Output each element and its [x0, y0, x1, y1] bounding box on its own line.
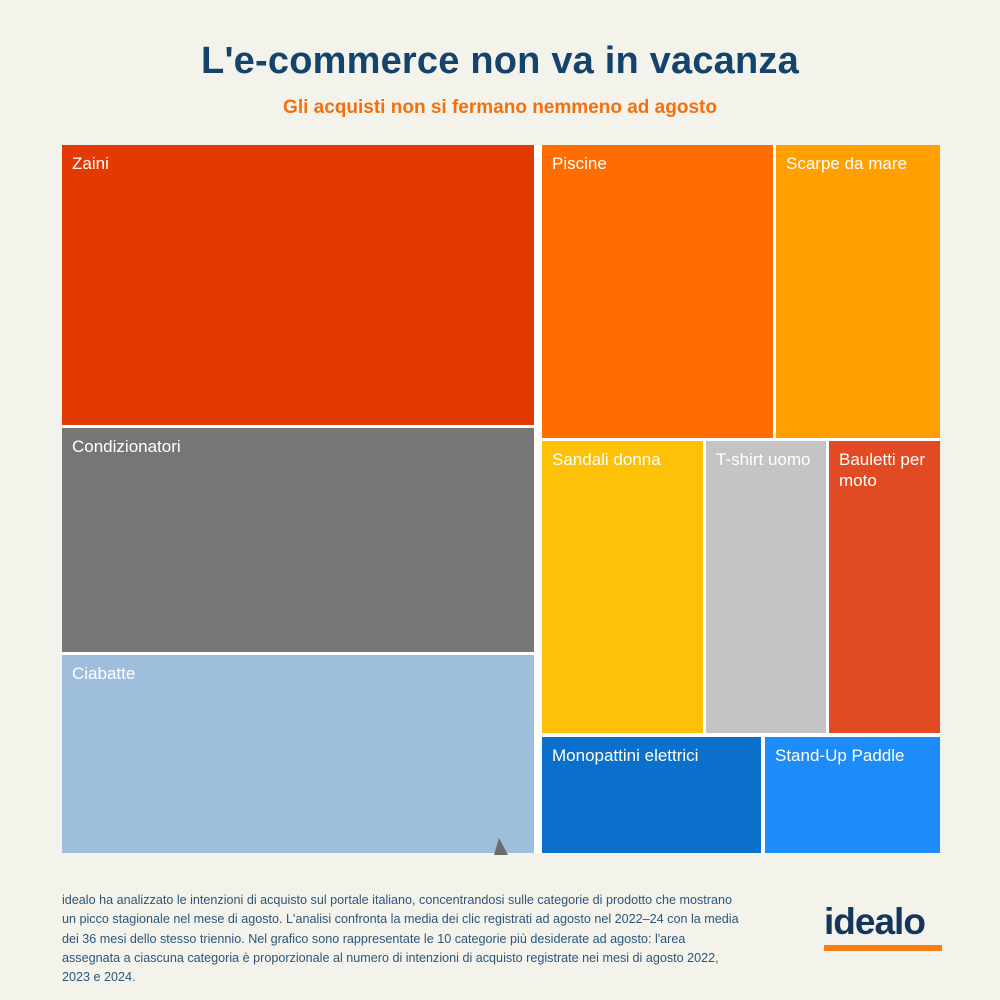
treemap-tile-piscine: Piscine [542, 145, 773, 438]
page-subtitle: Gli acquisti non si fermano nemmeno ad a… [283, 97, 717, 118]
treemap-tile-label: Stand-Up Paddle [775, 746, 905, 765]
idealo-logo-text: idealo [824, 901, 926, 942]
treemap-tile-bauletti-per-moto: Bauletti per moto [829, 441, 940, 733]
treemap-tile-zaini: Zaini [62, 145, 534, 425]
idealo-logo: idealo [824, 901, 946, 951]
treemap-tile-condizionatori: Condizionatori [62, 428, 534, 652]
methodology-note: idealo ha analizzato le intenzioni di ac… [62, 893, 739, 985]
treemap-tile-scarpe-da-mare: Scarpe da mare [776, 145, 940, 438]
treemap-tile-stand-up-paddle: Stand-Up Paddle [765, 737, 940, 853]
treemap-tile-label: Scarpe da mare [786, 154, 907, 173]
treemap-tile-label: Bauletti per moto [839, 450, 925, 491]
treemap-tile-label: T-shirt uomo [716, 450, 811, 469]
treemap-tile-ciabatte: Ciabatte [62, 655, 534, 853]
treemap-tile-label: Zaini [72, 154, 109, 173]
treemap-tile-label: Piscine [552, 154, 607, 173]
treemap-tile-label: Ciabatte [72, 664, 136, 683]
treemap-tile-t-shirt-uomo: T-shirt uomo [706, 441, 826, 733]
page-title: L'e-commerce non va in vacanza [201, 40, 799, 82]
idealo-logo-underline [824, 944, 942, 951]
treemap-tile-label: Monopattini elettrici [552, 746, 699, 765]
treemap-tile-label: Sandali donna [552, 450, 661, 469]
header: L'e-commerce non va in vacanza Gli acqui… [0, 0, 1000, 119]
treemap-tile-sandali-donna: Sandali donna [542, 441, 703, 733]
treemap-tile-label: Condizionatori [72, 437, 181, 456]
treemap-tile-monopattini-elettrici: Monopattini elettrici [542, 737, 761, 853]
treemap: Zaini Condizionatori Ciabatte Piscine Scarpe… [62, 145, 940, 853]
